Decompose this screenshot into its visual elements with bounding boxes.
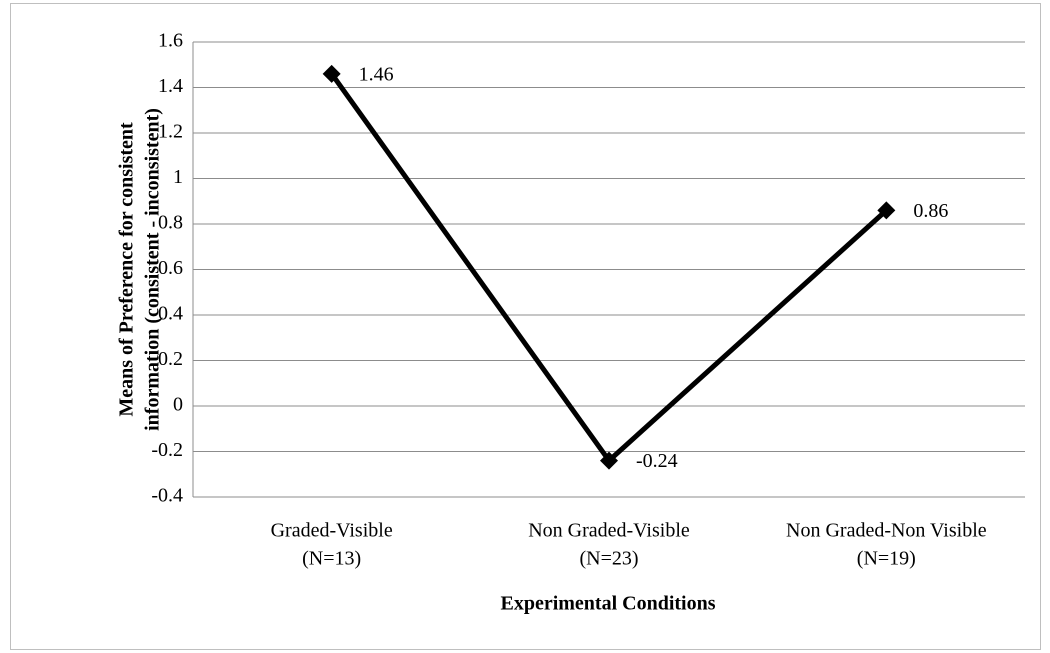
y-tick-label: -0.2 xyxy=(151,439,183,461)
data-point xyxy=(877,201,896,220)
x-tick-label: (N=19) xyxy=(857,548,916,570)
data-label: 1.46 xyxy=(359,63,394,85)
y-tick-label: -0.4 xyxy=(151,485,183,507)
chart-border xyxy=(10,3,1041,650)
y-tick-label: 0.4 xyxy=(158,303,183,325)
y-tick-label: 1.2 xyxy=(158,121,183,143)
y-axis-label-line: Means of Preference for consistent xyxy=(116,122,138,417)
data-label: 0.86 xyxy=(913,200,948,222)
y-tick-label: 1.6 xyxy=(158,30,183,52)
data-label: -0.24 xyxy=(636,450,678,472)
y-tick-label: 0.8 xyxy=(158,212,183,234)
x-tick-label: (N=13) xyxy=(302,548,361,570)
y-tick-label: 0.2 xyxy=(158,348,183,370)
x-axis-label: Experimental Conditions xyxy=(500,593,715,615)
x-tick-label: Non Graded-Non Visible xyxy=(786,520,987,542)
x-tick-label: Graded-Visible xyxy=(271,520,393,542)
x-tick-label: Non Graded-Visible xyxy=(528,520,690,542)
y-axis-label-line: information (consistent - inconsistent) xyxy=(142,108,164,431)
y-tick-label: 0 xyxy=(173,394,183,416)
y-tick-label: 0.6 xyxy=(158,257,183,279)
data-point xyxy=(600,451,618,470)
y-tick-label: 1 xyxy=(173,166,183,188)
data-point xyxy=(322,64,341,83)
y-tick-label: 1.4 xyxy=(158,75,183,97)
x-tick-label: (N=23) xyxy=(579,548,638,570)
